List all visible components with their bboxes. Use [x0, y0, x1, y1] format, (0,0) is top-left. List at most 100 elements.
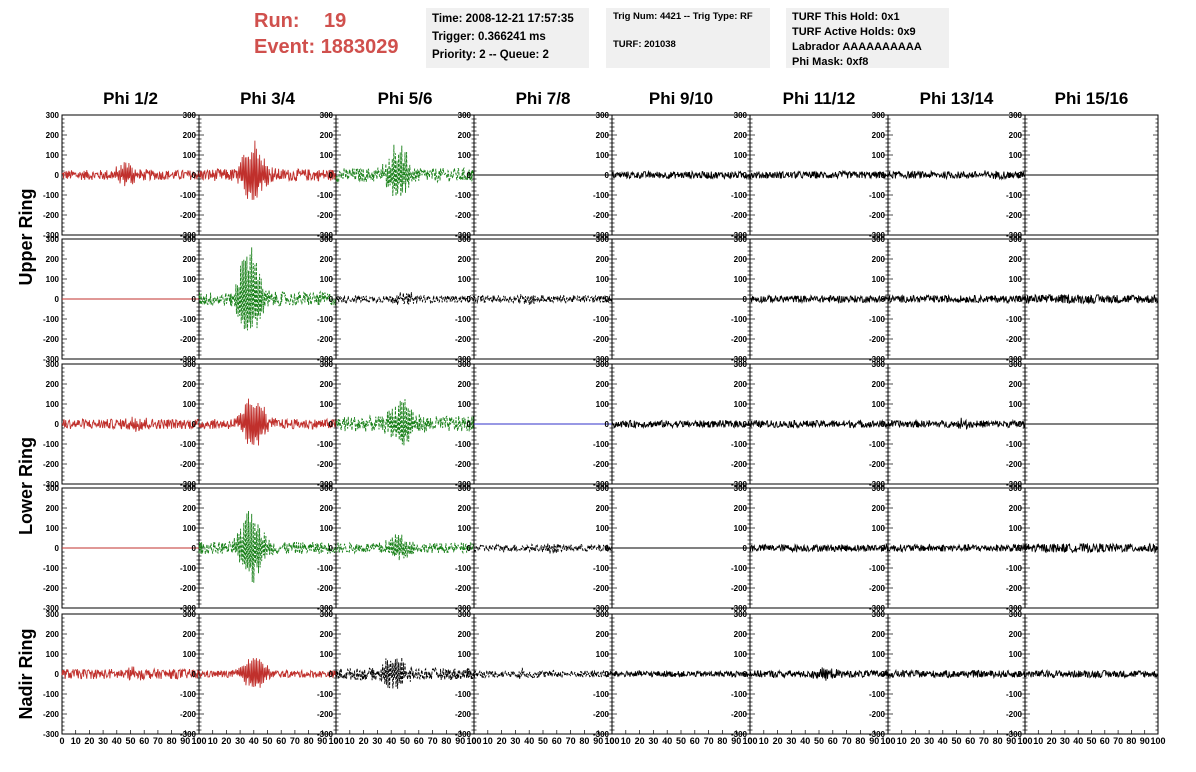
x-tick-label: 10 — [897, 736, 907, 746]
waveform-trace — [1024, 293, 1159, 305]
y-tick-label: 300 — [46, 484, 60, 493]
y-tick-label: -200 — [455, 710, 472, 719]
x-tick-label: 30 — [786, 736, 796, 746]
x-tick-label: 20 — [497, 736, 507, 746]
y-tick-label: 0 — [1018, 420, 1023, 429]
y-tick-label: 0 — [467, 171, 472, 180]
y-tick-label: 200 — [320, 255, 334, 264]
y-tick-label: 0 — [1018, 670, 1023, 679]
y-tick-label: 300 — [596, 610, 610, 619]
x-tick-label: 100 — [191, 736, 206, 746]
y-tick-label: 0 — [55, 295, 60, 304]
x-tick-label: 0 — [196, 736, 201, 746]
run-value: 19 — [324, 10, 347, 32]
y-tick-label: -200 — [869, 460, 886, 469]
y-tick-label: 100 — [458, 151, 472, 160]
y-tick-label: -100 — [869, 191, 886, 200]
x-tick-label: 60 — [690, 736, 700, 746]
waveform-trace — [887, 293, 1026, 305]
y-tick-label: 300 — [458, 111, 472, 120]
y-tick-label: -200 — [1006, 584, 1023, 593]
x-tick-label: 70 — [704, 736, 714, 746]
y-tick-label: -200 — [317, 335, 334, 344]
x-tick-label: 30 — [235, 736, 245, 746]
y-tick-label: 300 — [458, 360, 472, 369]
y-tick-label: -100 — [455, 315, 472, 324]
x-tick-label: 80 — [304, 736, 314, 746]
y-tick-label: 200 — [320, 380, 334, 389]
info-this-hold: TURF This Hold: 0x1 — [792, 11, 900, 23]
run-label: Run: — [254, 10, 300, 32]
waveform-trace — [198, 140, 337, 200]
y-tick-label: -300 — [869, 355, 886, 364]
x-tick-label: 10 — [1033, 736, 1043, 746]
y-tick-label: 200 — [183, 380, 197, 389]
x-tick-label: 80 — [441, 736, 451, 746]
y-tick-label: -200 — [180, 460, 197, 469]
y-tick-label: 200 — [1009, 380, 1023, 389]
column-header: Phi 3/4 — [240, 89, 295, 108]
y-tick-label: 300 — [320, 235, 334, 244]
y-tick-label: 300 — [183, 484, 197, 493]
y-tick-label: -100 — [1006, 315, 1023, 324]
x-tick-label: 10 — [208, 736, 218, 746]
y-tick-label: 0 — [55, 171, 60, 180]
x-tick-label: 90 — [180, 736, 190, 746]
y-tick-label: 200 — [1009, 504, 1023, 513]
y-tick-label: -300 — [43, 480, 60, 489]
y-tick-label: -200 — [43, 584, 60, 593]
y-tick-label: -100 — [869, 564, 886, 573]
y-tick-label: 0 — [192, 171, 197, 180]
y-tick-label: 300 — [1009, 111, 1023, 120]
x-tick-label: 50 — [814, 736, 824, 746]
y-tick-label: -100 — [1006, 564, 1023, 573]
x-tick-label: 10 — [71, 736, 81, 746]
waveform-trace — [887, 668, 1026, 680]
waveform-trace — [749, 418, 889, 429]
x-tick-label: 70 — [566, 736, 576, 746]
x-tick-label: 50 — [262, 736, 272, 746]
y-tick-label: -100 — [43, 564, 60, 573]
x-tick-label: 60 — [414, 736, 424, 746]
y-tick-label: -200 — [180, 211, 197, 220]
y-tick-label: -300 — [455, 730, 472, 739]
x-tick-label: 70 — [153, 736, 163, 746]
x-tick-label: 30 — [1060, 736, 1070, 746]
y-tick-label: -100 — [455, 690, 472, 699]
waveform-trace — [61, 416, 200, 432]
y-tick-label: 0 — [1018, 171, 1023, 180]
y-tick-label: 200 — [734, 131, 748, 140]
y-tick-label: 200 — [872, 504, 886, 513]
x-tick-label: 20 — [773, 736, 783, 746]
column-header: Phi 15/16 — [1055, 89, 1129, 108]
y-tick-label: 300 — [1009, 610, 1023, 619]
y-tick-label: 100 — [183, 524, 197, 533]
ring-label: Lower Ring — [16, 437, 36, 535]
x-tick-label: 10 — [345, 736, 355, 746]
x-tick-label: 20 — [1047, 736, 1057, 746]
y-tick-label: 0 — [605, 670, 610, 679]
y-tick-label: -100 — [317, 564, 334, 573]
y-tick-label: -100 — [455, 191, 472, 200]
y-tick-label: -200 — [180, 335, 197, 344]
y-tick-label: -300 — [869, 231, 886, 240]
waveform-trace — [473, 294, 613, 305]
y-tick-label: 300 — [872, 484, 886, 493]
x-tick-label: 70 — [1113, 736, 1123, 746]
y-tick-label: 100 — [320, 650, 334, 659]
y-tick-label: 100 — [183, 400, 197, 409]
column-header: Phi 1/2 — [103, 89, 158, 108]
y-tick-label: -200 — [1006, 460, 1023, 469]
x-tick-label: 20 — [359, 736, 369, 746]
y-tick-label: -300 — [593, 604, 610, 613]
column-header: Phi 5/6 — [378, 89, 433, 108]
y-tick-label: -100 — [1006, 690, 1023, 699]
waveform-trace — [473, 542, 613, 554]
x-tick-label: 60 — [965, 736, 975, 746]
y-tick-label: 200 — [734, 504, 748, 513]
y-tick-label: -300 — [455, 480, 472, 489]
y-tick-label: 200 — [458, 131, 472, 140]
waveform-trace — [887, 543, 1026, 554]
x-tick-label: 100 — [1150, 736, 1165, 746]
x-tick-label: 0 — [59, 736, 64, 746]
